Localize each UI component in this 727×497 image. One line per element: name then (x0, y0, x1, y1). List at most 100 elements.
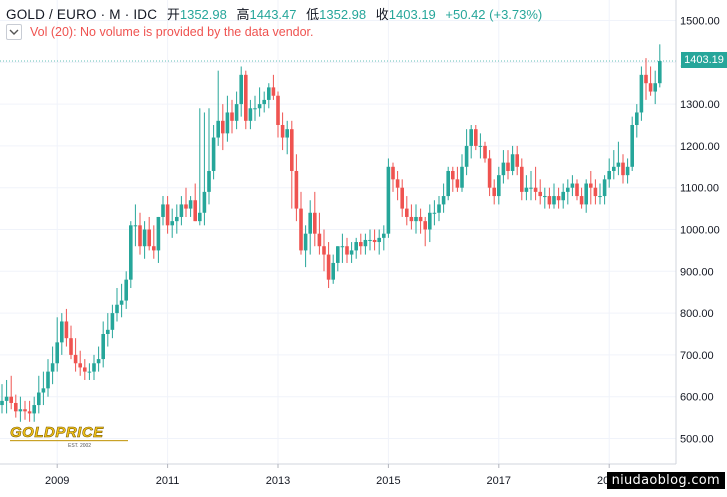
candle-2010-11 (156, 216, 161, 263)
candle-2017-05 (515, 145, 519, 176)
candle-body (248, 108, 253, 121)
candle-body (9, 396, 13, 403)
candle-2015-06 (409, 204, 414, 230)
candle-2017-01 (497, 166, 501, 205)
candle-body (46, 371, 50, 389)
candle-body (83, 367, 87, 372)
candle-body (0, 400, 4, 406)
candle-2014-12 (382, 225, 386, 251)
volume-indicator-message: Vol (20): No volume is provided by the d… (30, 25, 314, 39)
candle-body (216, 120, 220, 138)
candle-body (156, 216, 161, 251)
candle-2011-03 (175, 204, 179, 234)
y-tick-label-3: 800.00 (680, 308, 714, 320)
candle-2015-08 (418, 208, 423, 234)
candle-2008-05 (18, 396, 23, 422)
candle-2016-05 (460, 154, 464, 192)
candle-body (175, 216, 179, 222)
y-tick-label-1: 600.00 (680, 392, 714, 404)
candle-2014-04 (345, 237, 349, 263)
y-axis: 500.00 600.00 700.00 800.00 900.00 1000.00 110… (675, 0, 720, 464)
candle-2012-02 (225, 95, 230, 142)
candle-2017-07 (524, 175, 529, 201)
candle-2009-07 (83, 359, 87, 380)
candle-2010-01 (110, 304, 115, 339)
candle-2014-06 (354, 237, 358, 259)
candle-2009-04 (69, 325, 73, 360)
candle-2019-11 (653, 70, 657, 105)
candle-2012-12 (271, 74, 276, 100)
candle-body (487, 158, 492, 188)
candle-2017-06 (520, 158, 524, 201)
candle-2010-06 (133, 204, 138, 247)
candle-body (285, 129, 289, 138)
candle-body (584, 183, 588, 205)
candle-2015-05 (405, 196, 409, 226)
candle-2013-10 (317, 212, 322, 255)
candle-body (501, 162, 506, 176)
candle-body (244, 74, 248, 121)
collapse-button[interactable] (6, 24, 22, 40)
candle-2017-03 (506, 150, 510, 180)
candle-body (460, 166, 464, 188)
candle-body (621, 162, 625, 176)
candle-2009-02 (60, 313, 64, 355)
candle-2008-11 (46, 359, 50, 397)
close-label: 收 (375, 7, 389, 22)
candle-body (630, 125, 634, 167)
candle-2015-02 (391, 162, 395, 192)
candle-body (317, 233, 322, 247)
candle-body (579, 196, 584, 205)
candle-2016-10 (483, 141, 487, 163)
y-tick-label-8: 1300.00 (680, 99, 720, 111)
candle-body (92, 363, 96, 372)
goldprice-logo: GOLDPRICE EST. 2002 (10, 424, 128, 449)
candle-2018-07 (579, 187, 584, 209)
candle-body (267, 87, 271, 100)
candle-body (474, 129, 478, 146)
candle-body (14, 402, 18, 412)
candle-body (345, 246, 349, 255)
candle-body (644, 74, 648, 84)
candle-2013-12 (326, 242, 331, 289)
candle-2009-03 (64, 308, 69, 347)
candle-body (202, 191, 207, 213)
candle-2016-09 (478, 133, 483, 159)
candle-2019-08 (639, 66, 644, 121)
candle-body (124, 279, 128, 301)
candle-body (188, 200, 193, 209)
x-tick-label-1: 2011 (156, 475, 180, 487)
candle-2012-09 (257, 87, 262, 117)
candle-body (119, 300, 124, 305)
candle-body (432, 212, 437, 214)
candle-2016-01 (441, 183, 446, 213)
candle-2018-12 (602, 175, 607, 205)
close-value: 1403.19 (388, 7, 436, 22)
y-tick-label-5: 1000.00 (680, 225, 720, 237)
candle-2019-03 (616, 141, 621, 176)
candle-2010-04 (124, 271, 128, 309)
candle-2011-02 (170, 208, 174, 238)
candle-body (607, 170, 611, 180)
candle-body (639, 74, 644, 113)
candle-2013-11 (322, 229, 326, 272)
y-tick-label-0: 500.00 (680, 434, 714, 446)
candle-2009-10 (96, 346, 101, 372)
grid (0, 0, 676, 464)
symbol-title[interactable]: GOLD / EURO · M · IDC (6, 7, 158, 22)
candle-body (658, 61, 662, 84)
candle-2008-08 (32, 396, 36, 422)
candle-2011-11 (211, 125, 216, 180)
candle-body (506, 162, 510, 171)
candle-2013-09 (313, 191, 317, 247)
candle-body (331, 262, 335, 280)
candle-2015-12 (437, 196, 441, 222)
candle-2019-01 (607, 158, 611, 188)
candle-2010-09 (147, 216, 151, 251)
candle-body (616, 162, 621, 167)
candle-body (101, 334, 105, 360)
candle-body (529, 187, 533, 189)
candle-2009-05 (73, 338, 78, 372)
